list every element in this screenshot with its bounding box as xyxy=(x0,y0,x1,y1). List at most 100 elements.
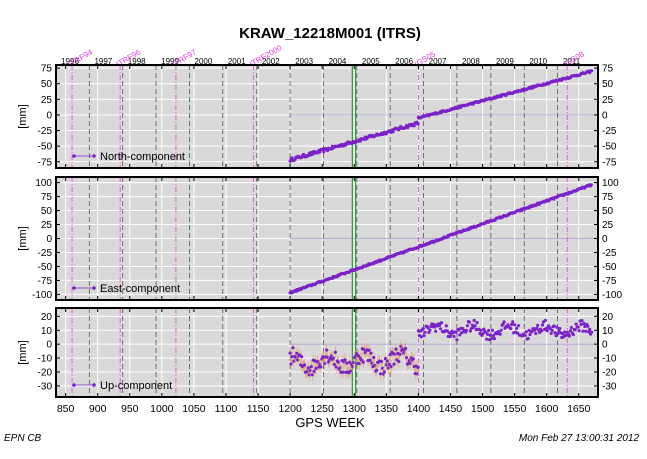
y-tick-label: -50 xyxy=(38,142,53,153)
x-tick-label: 1300 xyxy=(343,403,367,415)
data-point xyxy=(549,331,553,336)
y-tick-label: 75 xyxy=(602,64,614,75)
data-point xyxy=(461,326,465,331)
data-point xyxy=(581,329,585,333)
data-point xyxy=(428,328,432,332)
data-point xyxy=(434,329,438,333)
data-point xyxy=(348,360,352,364)
legend-marker xyxy=(92,286,96,290)
data-point xyxy=(372,355,376,360)
y-tick-label: 75 xyxy=(602,192,614,203)
y-tick-label: -10 xyxy=(602,354,617,365)
data-point xyxy=(289,362,293,366)
y-tick-label: -50 xyxy=(602,262,617,273)
data-point xyxy=(491,334,496,338)
data-point xyxy=(511,320,515,324)
y-tick-label: -100 xyxy=(602,290,622,301)
legend-marker xyxy=(92,154,96,158)
y-tick-label: 20 xyxy=(41,312,53,323)
data-point xyxy=(426,326,430,330)
data-point xyxy=(341,370,345,374)
data-point xyxy=(540,323,545,327)
data-point xyxy=(361,360,365,364)
data-point xyxy=(475,321,479,325)
x-tick-label: 1050 xyxy=(182,403,206,415)
data-point xyxy=(333,350,337,354)
data-point xyxy=(528,332,532,337)
data-point xyxy=(563,330,567,334)
y-tick-label: 75 xyxy=(41,192,53,203)
x-tick-label: 900 xyxy=(89,403,107,415)
data-point xyxy=(550,328,554,332)
year-label: 2001 xyxy=(228,57,246,66)
data-point xyxy=(288,159,292,163)
panel-north-component: -75 -75 -50 -50 -25 -25 0 0 25 25 50 50 75 75 [mm] Nort… xyxy=(17,64,617,169)
data-point xyxy=(359,358,363,362)
y-tick-label: 25 xyxy=(41,95,53,106)
data-point xyxy=(582,321,586,326)
data-point xyxy=(543,318,548,323)
data-point xyxy=(589,69,594,73)
y-tick-label: -20 xyxy=(602,367,617,378)
legend-label: East-component xyxy=(100,283,180,295)
data-point xyxy=(574,322,578,326)
year-label: 1997 xyxy=(94,57,112,66)
y-tick-label: -25 xyxy=(38,248,53,259)
data-point xyxy=(526,336,530,341)
data-point xyxy=(536,323,540,327)
data-point xyxy=(310,373,314,377)
data-point xyxy=(437,323,442,327)
data-point xyxy=(288,351,292,355)
data-point xyxy=(379,359,384,364)
data-point xyxy=(553,331,557,335)
data-point xyxy=(524,330,528,334)
data-point xyxy=(388,352,392,357)
year-label: 2004 xyxy=(329,57,347,66)
data-point xyxy=(545,329,549,333)
year-label: 2007 xyxy=(429,57,447,66)
data-point xyxy=(419,335,423,339)
data-point xyxy=(369,351,373,355)
data-point xyxy=(368,358,372,362)
data-point xyxy=(510,322,514,327)
data-point xyxy=(345,361,349,365)
x-tick-label: 1250 xyxy=(311,403,335,415)
data-point xyxy=(312,369,316,373)
data-point xyxy=(319,365,323,369)
plot-panels: 1996 1997 1998 1999 2000 2001 2002 2003 2004 2005… xyxy=(17,43,622,415)
data-point xyxy=(302,363,307,367)
data-point xyxy=(290,156,294,160)
data-point xyxy=(354,352,359,356)
year-label: 2010 xyxy=(529,57,547,66)
data-point xyxy=(589,183,593,187)
y-tick-label: -30 xyxy=(602,381,617,392)
panel-frame xyxy=(55,307,599,398)
data-point xyxy=(439,321,444,325)
data-point xyxy=(523,333,527,337)
data-point xyxy=(586,324,590,328)
x-tick-label: 1150 xyxy=(247,403,270,415)
data-point xyxy=(569,326,573,330)
data-point xyxy=(465,324,470,328)
panel-east-component: -100 -100 -75 -75 -50 -50 -25 -25 0 0 25 25 50 50 75 75… xyxy=(17,176,622,301)
y-tick-label: 10 xyxy=(41,326,53,337)
data-point xyxy=(411,357,415,361)
y-tick-label: 20 xyxy=(602,312,614,323)
data-point xyxy=(394,347,398,351)
data-point xyxy=(571,333,575,337)
data-point xyxy=(322,150,326,154)
data-point xyxy=(392,362,396,366)
year-label: 1999 xyxy=(161,57,179,66)
year-label: 1998 xyxy=(128,57,146,66)
y-tick-label: 0 xyxy=(46,110,52,121)
footer-timestamp: Mon Feb 27 13:00:31 2012 xyxy=(518,433,639,444)
data-point xyxy=(438,327,443,331)
data-point xyxy=(588,327,592,331)
legend-label: Up-component xyxy=(100,380,172,392)
data-point xyxy=(367,348,371,352)
y-tick-label: 50 xyxy=(41,79,53,90)
x-tick-label: 1650 xyxy=(567,403,591,415)
y-tick-label: 25 xyxy=(602,95,614,106)
data-point xyxy=(488,333,493,337)
y-tick-label: 0 xyxy=(46,340,52,351)
